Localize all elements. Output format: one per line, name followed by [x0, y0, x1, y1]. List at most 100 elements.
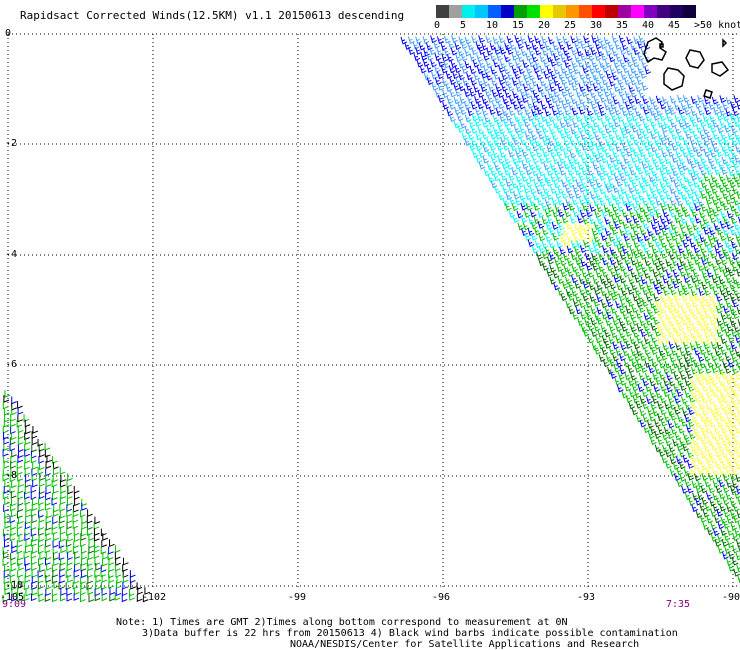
wind-barb [17, 552, 24, 561]
wind-barb [52, 569, 59, 578]
wind-barb [609, 66, 617, 75]
wind-barb [503, 156, 511, 165]
wind-barb [686, 191, 694, 199]
wind-barb [471, 47, 478, 56]
wind-barb [696, 137, 703, 146]
wind-barb [590, 329, 598, 338]
wind-barb [634, 390, 642, 399]
wind-barb [493, 173, 501, 182]
wind-barb [685, 222, 693, 231]
wind-barb [664, 312, 672, 321]
wind-barb [504, 90, 512, 99]
wind-barb [543, 71, 551, 80]
wind-barb [44, 443, 51, 451]
wind-barb [498, 126, 506, 135]
wind-barb [646, 191, 653, 200]
wind-barb [10, 419, 16, 428]
wind-barb [60, 545, 67, 554]
wind-barb [631, 383, 639, 392]
wind-barb [670, 310, 678, 319]
wind-barb [663, 287, 670, 296]
wind-barb [2, 473, 9, 482]
wind-barb [696, 318, 703, 327]
wind-barb [679, 348, 687, 357]
wind-barb [724, 365, 732, 374]
wind-barb [735, 474, 740, 483]
wind-barb [682, 330, 690, 339]
wind-barb [580, 132, 587, 141]
wind-barb [579, 233, 587, 241]
wind-barb [436, 71, 444, 80]
wind-barb [734, 167, 740, 176]
wind-barb [30, 509, 37, 517]
wind-barb [37, 467, 44, 475]
wind-barb [668, 227, 675, 236]
wind-barb [639, 149, 646, 158]
wind-barb [600, 53, 608, 61]
wind-barb [639, 396, 647, 404]
wind-barb [666, 384, 673, 393]
wind-barb [702, 162, 710, 170]
wind-barb [707, 396, 715, 405]
wind-barb [636, 131, 644, 140]
wind-barb [498, 35, 506, 44]
wind-barb [671, 168, 679, 177]
wind-barb [4, 390, 11, 398]
wind-barb [713, 323, 721, 332]
wind-barb [582, 192, 590, 201]
wind-barb [24, 455, 31, 464]
wind-barb [690, 96, 698, 105]
wind-barb [666, 216, 673, 225]
wind-barb [708, 281, 715, 290]
wind-barb [644, 258, 652, 267]
wind-barb [624, 383, 632, 392]
wind-barb [638, 113, 645, 122]
wind-barb [535, 162, 542, 171]
wind-barb [722, 292, 730, 301]
wind-barb [638, 372, 646, 381]
wind-barb [571, 288, 579, 297]
wind-barb [612, 341, 620, 350]
wind-barb [549, 126, 556, 135]
wind-barb [629, 336, 637, 345]
wind-barb [478, 161, 486, 170]
wind-barb [729, 395, 737, 404]
lon-label-93: -93 [577, 592, 596, 603]
wind-barb [625, 329, 632, 337]
wind-barb [79, 509, 86, 518]
wind-barb [724, 353, 732, 362]
wind-barb [700, 180, 708, 189]
wind-barb [107, 552, 114, 561]
wind-barb [682, 408, 689, 417]
wind-barb [720, 166, 728, 175]
wind-barb [720, 312, 728, 321]
lon-label-102: -102 [142, 592, 167, 603]
wind-barb [636, 166, 644, 175]
wind-barb [722, 102, 729, 110]
wind-barb [661, 149, 669, 158]
wind-barb [66, 593, 73, 602]
wind-barb [625, 203, 633, 212]
wind-barb [492, 36, 500, 45]
wind-barb [32, 534, 38, 543]
wind-barb [471, 113, 479, 122]
wind-barb [38, 510, 44, 519]
wind-barb [499, 60, 507, 69]
wind-barb [554, 190, 562, 199]
wind-barb [482, 53, 490, 61]
wind-barb [481, 108, 489, 117]
wind-barb [642, 120, 650, 129]
wind-barb [573, 131, 581, 140]
wind-barb [619, 366, 627, 375]
wind-barb [703, 226, 710, 235]
wind-barb [511, 65, 519, 74]
wind-barb [517, 54, 525, 63]
wind-barb [633, 353, 641, 362]
wind-barb [652, 269, 660, 278]
wind-barb [129, 570, 136, 578]
wind-barb [592, 83, 600, 92]
legend-swatch [462, 5, 475, 18]
wind-barb [684, 492, 692, 501]
wind-barb [32, 462, 38, 470]
wind-barb [94, 570, 101, 578]
